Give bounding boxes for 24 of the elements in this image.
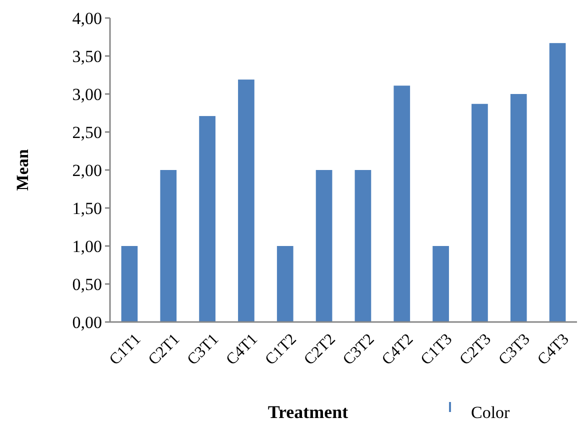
y-axis-title: Mean xyxy=(13,148,32,191)
y-tick-label: 2,00 xyxy=(72,160,102,180)
bar xyxy=(160,170,177,322)
y-tick-label: 1,00 xyxy=(72,236,102,256)
y-tick-label: 0,50 xyxy=(72,274,102,294)
legend-label: Color xyxy=(471,403,510,422)
bar xyxy=(394,86,410,322)
bar xyxy=(121,246,138,322)
bar xyxy=(276,246,294,322)
bar xyxy=(432,246,449,322)
y-tick-label: 0,00 xyxy=(72,312,102,332)
bar xyxy=(238,80,254,322)
bar xyxy=(549,43,566,322)
y-tick-label: 3,00 xyxy=(72,84,102,104)
x-axis-title: Treatment xyxy=(268,402,348,422)
y-tick-label: 2,50 xyxy=(72,122,102,142)
bar xyxy=(199,116,216,322)
y-tick-label: 3,50 xyxy=(72,46,102,66)
bar xyxy=(316,170,332,322)
bar xyxy=(354,170,372,322)
bar xyxy=(472,104,488,322)
y-tick-label: 1,50 xyxy=(72,198,102,218)
y-tick-label: 4,00 xyxy=(72,8,102,28)
bar xyxy=(510,94,527,322)
